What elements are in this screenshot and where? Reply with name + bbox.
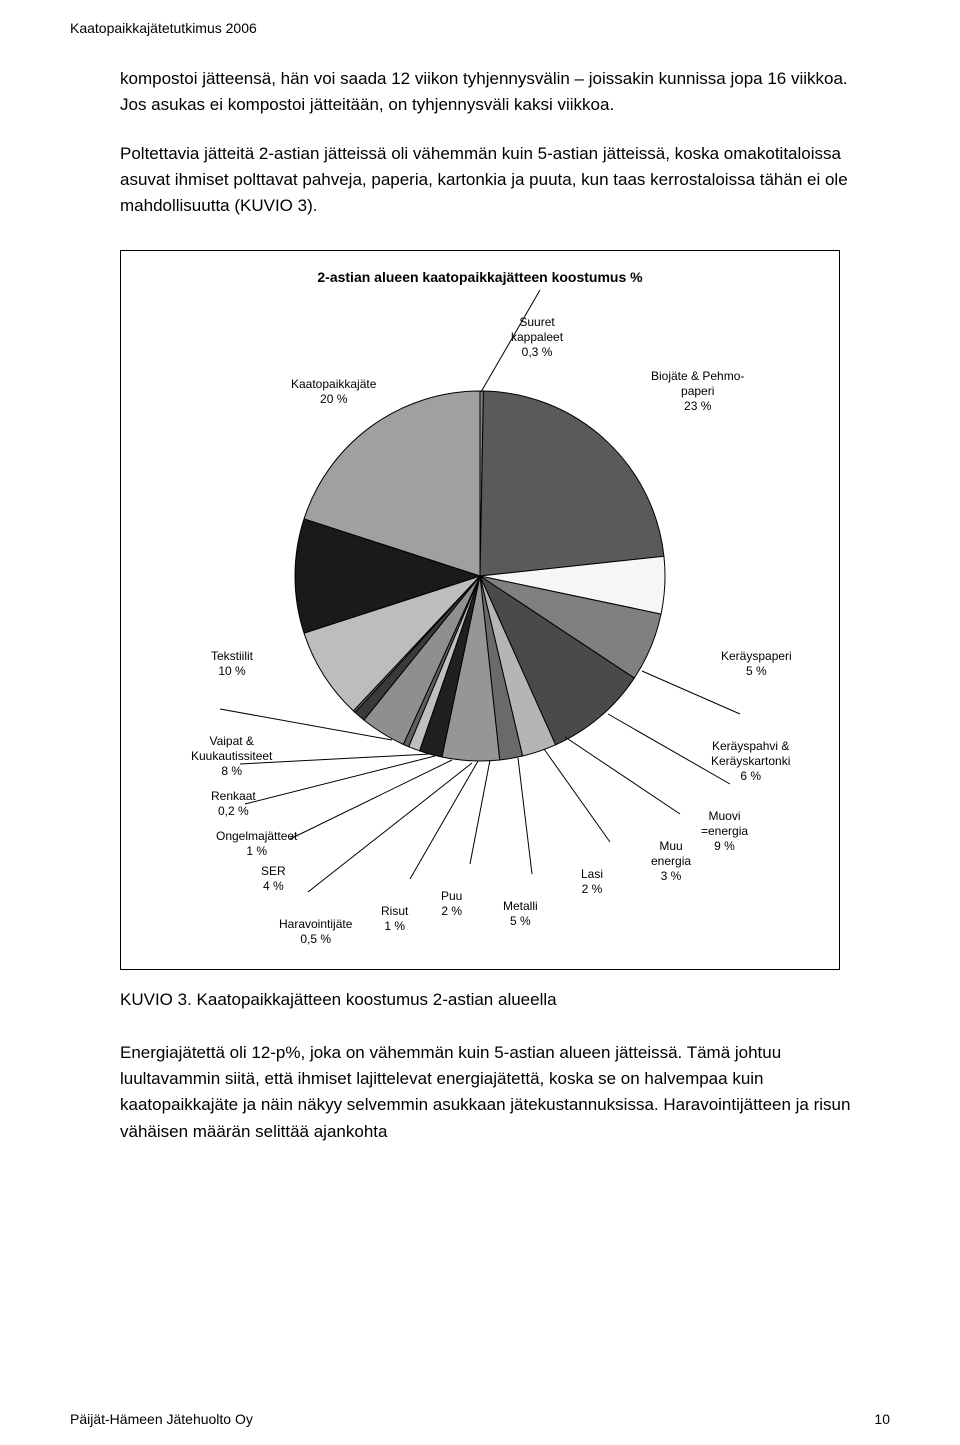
slice-biojate <box>480 391 664 576</box>
paragraph-1: kompostoi jätteensä, hän voi saada 12 vi… <box>70 66 890 119</box>
footer-page-number: 10 <box>874 1411 890 1427</box>
label-muovi: Muovi=energia9 % <box>701 809 748 854</box>
label-muuenergia: Muuenergia3 % <box>651 839 691 884</box>
label-renkaat: Renkaat0,2 % <box>211 789 256 819</box>
page-header: Kaatopaikkajätetutkimus 2006 <box>70 20 890 36</box>
label-ongelma: Ongelmajätteet1 % <box>216 829 297 859</box>
page-container: Kaatopaikkajätetutkimus 2006 kompostoi j… <box>0 0 960 1445</box>
label-biojate: Biojäte & Pehmo-paperi23 % <box>651 369 744 414</box>
body-text-block-2: Energiajätettä oli 12-p%, joka on vähemm… <box>70 1040 890 1145</box>
page-footer: Päijät-Hämeen Jätehuolto Oy 10 <box>0 1411 960 1427</box>
label-tekstiilit: Tekstiilit10 % <box>211 649 253 679</box>
label-risut: Risut1 % <box>381 904 408 934</box>
label-kerayspahvi: Keräyspahvi &Keräyskartonki6 % <box>711 739 790 784</box>
label-kerayspaperi: Keräyspaperi5 % <box>721 649 792 679</box>
label-suuret: Suuretkappaleet0,3 % <box>511 315 563 360</box>
label-haravointi: Haravointijäte0,5 % <box>279 917 352 947</box>
label-metalli: Metalli5 % <box>503 899 538 929</box>
paragraph-3: Energiajätettä oli 12-p%, joka on vähemm… <box>70 1040 890 1145</box>
label-puu: Puu2 % <box>441 889 462 919</box>
label-lasi: Lasi2 % <box>581 867 603 897</box>
label-vaipat: Vaipat &Kuukautissiteet8 % <box>191 734 272 779</box>
paragraph-2: Poltettavia jätteitä 2-astian jätteissä … <box>70 141 890 220</box>
label-kaatopaikka: Kaatopaikkajäte20 % <box>291 377 376 407</box>
footer-org: Päijät-Hämeen Jätehuolto Oy <box>70 1411 253 1427</box>
body-text-block-1: kompostoi jätteensä, hän voi saada 12 vi… <box>70 66 890 220</box>
pie-chart: Suuretkappaleet0,3 % Biojäte & Pehmo-pape… <box>131 299 829 949</box>
chart-container: 2-astian alueen kaatopaikkajätteen koost… <box>120 250 840 970</box>
chart-caption: KUVIO 3. Kaatopaikkajätteen koostumus 2-… <box>70 990 890 1010</box>
label-ser: SER4 % <box>261 864 286 894</box>
